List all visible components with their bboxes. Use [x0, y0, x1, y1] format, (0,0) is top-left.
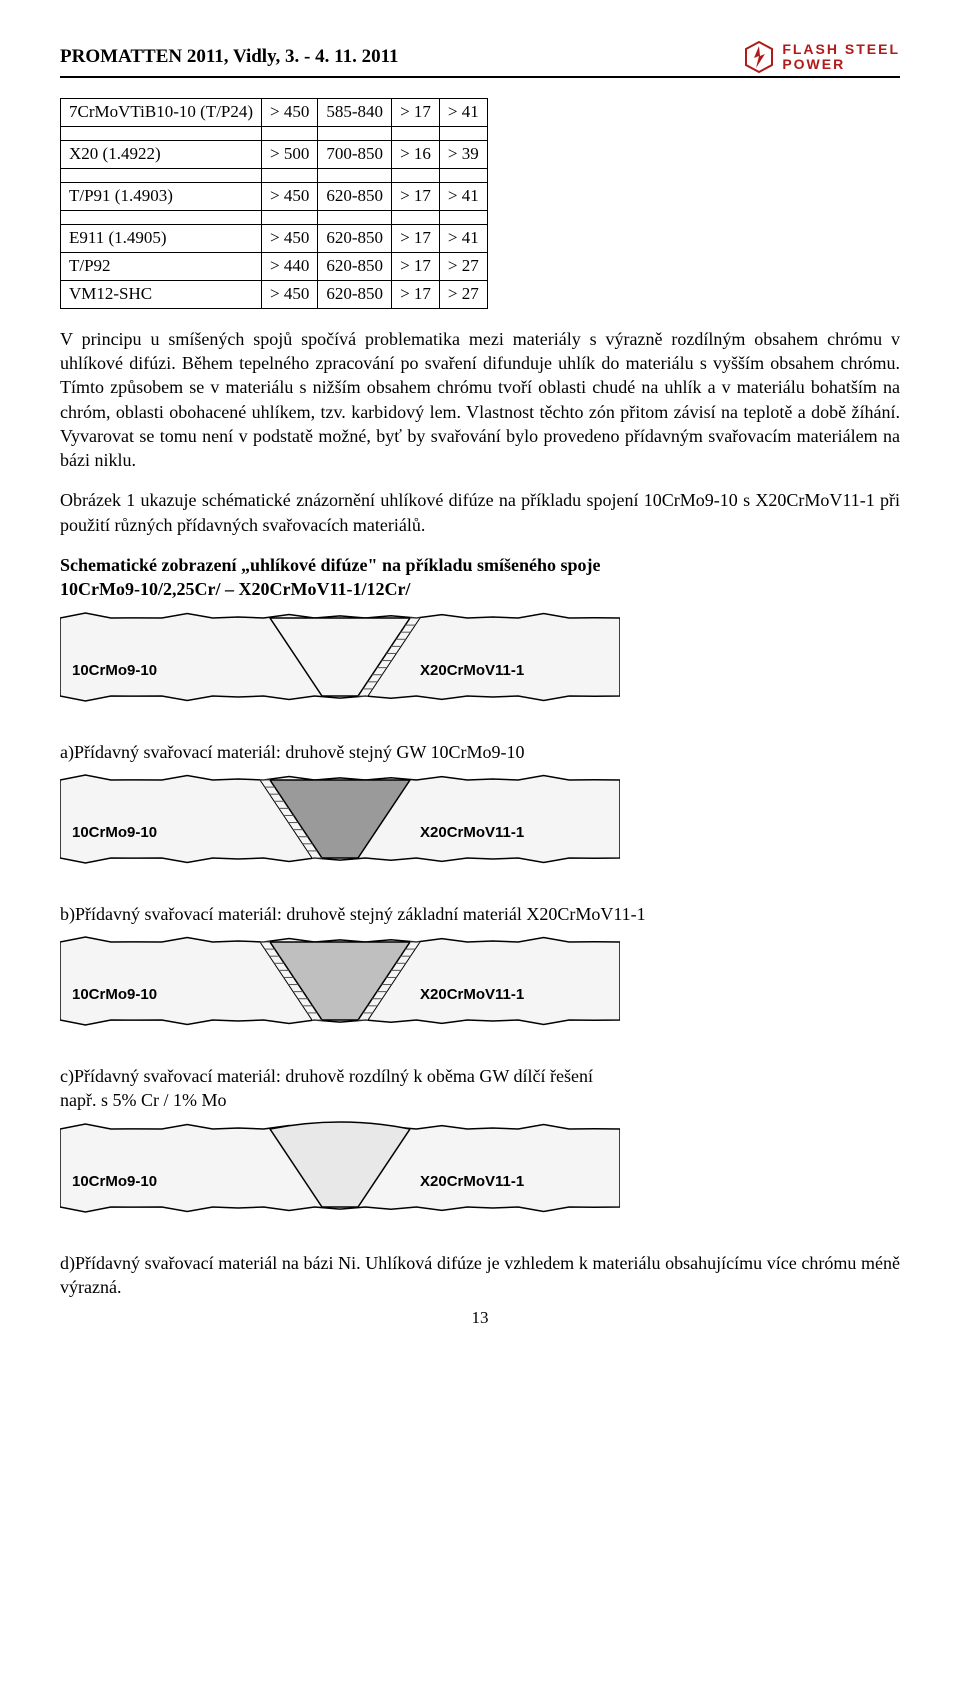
- svg-text:X20CrMoV11-1: X20CrMoV11-1: [420, 986, 524, 1003]
- table-cell: [61, 168, 262, 182]
- logo-line1: FLASH STEEL: [782, 42, 900, 57]
- diagram-a-wrap: 10CrMo9-10 X20CrMoV11-1: [60, 610, 900, 710]
- table-cell: 620-850: [318, 182, 392, 210]
- diagram-c: 10CrMo9-10 X20CrMoV11-1: [60, 934, 620, 1034]
- table-cell: > 17: [392, 99, 440, 127]
- table-cell: [392, 168, 440, 182]
- svg-text:10CrMo9-10: 10CrMo9-10: [72, 662, 157, 679]
- table-cell: > 500: [262, 140, 318, 168]
- caption-d: d)Přídavný svařovací materiál na bázi Ni…: [60, 1251, 900, 1300]
- paragraph-1: V principu u smíšených spojů spočívá pro…: [60, 327, 900, 473]
- table-cell: > 450: [262, 99, 318, 127]
- table-cell: [318, 210, 392, 224]
- table-cell: [439, 126, 487, 140]
- materials-table: 7CrMoVTiB10-10 (T/P24)> 450585-840> 17> …: [60, 98, 488, 309]
- table-cell: [318, 126, 392, 140]
- table-cell: > 27: [439, 252, 487, 280]
- table-cell: [262, 168, 318, 182]
- table-cell: VM12-SHC: [61, 280, 262, 308]
- table-cell: > 17: [392, 252, 440, 280]
- logo-text: FLASH STEEL POWER: [782, 42, 900, 73]
- table-cell: > 41: [439, 99, 487, 127]
- table-cell: 700-850: [318, 140, 392, 168]
- table-cell: E911 (1.4905): [61, 224, 262, 252]
- table-cell: [392, 210, 440, 224]
- caption-a: a)Přídavný svařovací materiál: druhově s…: [60, 740, 900, 764]
- table-cell: > 440: [262, 252, 318, 280]
- table-cell: [392, 126, 440, 140]
- table-spacer-row: [61, 168, 488, 182]
- table-row: 7CrMoVTiB10-10 (T/P24)> 450585-840> 17> …: [61, 99, 488, 127]
- table-cell: > 17: [392, 280, 440, 308]
- logo-icon: [742, 40, 776, 74]
- table-cell: > 41: [439, 182, 487, 210]
- diagram-a: 10CrMo9-10 X20CrMoV11-1: [60, 610, 620, 710]
- caption-c-line1: c)Přídavný svařovací materiál: druhově r…: [60, 1066, 593, 1086]
- diagram-d: 10CrMo9-10 X20CrMoV11-1: [60, 1121, 620, 1221]
- logo: FLASH STEEL POWER: [742, 40, 900, 74]
- svg-text:10CrMo9-10: 10CrMo9-10: [72, 986, 157, 1003]
- table-cell: > 41: [439, 224, 487, 252]
- caption-b: b)Přídavný svařovací materiál: druhově s…: [60, 902, 900, 926]
- svg-text:10CrMo9-10: 10CrMo9-10: [72, 824, 157, 841]
- diagram-heading: Schematické zobrazení „uhlíkové difúze" …: [60, 553, 900, 602]
- table-cell: [439, 168, 487, 182]
- table-cell: T/P92: [61, 252, 262, 280]
- table-cell: 620-850: [318, 224, 392, 252]
- diagram-b-wrap: 10CrMo9-10 X20CrMoV11-1: [60, 772, 900, 872]
- svg-text:X20CrMoV11-1: X20CrMoV11-1: [420, 824, 524, 841]
- svg-text:X20CrMoV11-1: X20CrMoV11-1: [420, 662, 524, 679]
- table-cell: [61, 126, 262, 140]
- table-cell: > 450: [262, 182, 318, 210]
- table-cell: > 450: [262, 224, 318, 252]
- table-cell: > 27: [439, 280, 487, 308]
- diagram-d-wrap: 10CrMo9-10 X20CrMoV11-1: [60, 1121, 900, 1221]
- svg-text:X20CrMoV11-1: X20CrMoV11-1: [420, 1173, 524, 1190]
- table-cell: > 17: [392, 224, 440, 252]
- table-cell: > 17: [392, 182, 440, 210]
- table-cell: [262, 210, 318, 224]
- page-header: PROMATTEN 2011, Vidly, 3. - 4. 11. 2011 …: [60, 40, 900, 78]
- table-cell: 620-850: [318, 280, 392, 308]
- table-cell: [61, 210, 262, 224]
- table-cell: [318, 168, 392, 182]
- svg-text:10CrMo9-10: 10CrMo9-10: [72, 1173, 157, 1190]
- heading-line2: 10CrMo9-10/2,25Cr/ – X20CrMoV11-1/12Cr/: [60, 579, 410, 599]
- table-cell: [262, 126, 318, 140]
- table-cell: X20 (1.4922): [61, 140, 262, 168]
- logo-line2: POWER: [782, 57, 900, 72]
- table-row: E911 (1.4905)> 450620-850> 17> 41: [61, 224, 488, 252]
- table-spacer-row: [61, 126, 488, 140]
- diagram-c-wrap: 10CrMo9-10 X20CrMoV11-1: [60, 934, 900, 1034]
- caption-c: c)Přídavný svařovací materiál: druhově r…: [60, 1064, 900, 1113]
- table-cell: 585-840: [318, 99, 392, 127]
- table-cell: 620-850: [318, 252, 392, 280]
- header-title: PROMATTEN 2011, Vidly, 3. - 4. 11. 2011: [60, 44, 399, 70]
- table-cell: > 39: [439, 140, 487, 168]
- table-row: T/P91 (1.4903)> 450620-850> 17> 41: [61, 182, 488, 210]
- table-row: VM12-SHC> 450620-850> 17> 27: [61, 280, 488, 308]
- table-row: T/P92> 440620-850> 17> 27: [61, 252, 488, 280]
- table-cell: [439, 210, 487, 224]
- table-spacer-row: [61, 210, 488, 224]
- table-cell: 7CrMoVTiB10-10 (T/P24): [61, 99, 262, 127]
- diagram-b: 10CrMo9-10 X20CrMoV11-1: [60, 772, 620, 872]
- table-cell: > 16: [392, 140, 440, 168]
- table-cell: T/P91 (1.4903): [61, 182, 262, 210]
- table-row: X20 (1.4922)> 500700-850> 16> 39: [61, 140, 488, 168]
- page-number: 13: [60, 1307, 900, 1330]
- table-cell: > 450: [262, 280, 318, 308]
- heading-line1: Schematické zobrazení „uhlíkové difúze" …: [60, 555, 601, 575]
- caption-c-line2: např. s 5% Cr / 1% Mo: [60, 1090, 226, 1110]
- paragraph-2: Obrázek 1 ukazuje schématické znázornění…: [60, 488, 900, 537]
